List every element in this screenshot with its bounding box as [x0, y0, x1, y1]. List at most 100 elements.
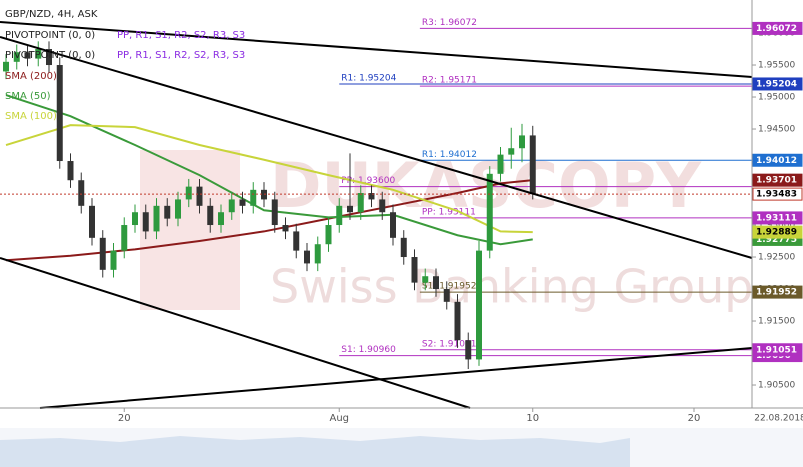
candle-body: [293, 231, 300, 251]
pivot-label: R1: 1.95204: [341, 73, 396, 83]
legend-sma: SMA (100): [5, 111, 57, 122]
candle-body: [142, 212, 149, 232]
trendlines: [0, 21, 753, 409]
candle-body: [325, 225, 332, 245]
candle-body: [282, 225, 289, 232]
legend-indicator: PIVOTPOINT (0, 0): [5, 50, 95, 61]
price-tag: [752, 187, 803, 201]
legend-sma: SMA (50): [5, 91, 51, 102]
candle-body: [314, 244, 321, 264]
price-tag: [752, 211, 803, 225]
axes: 1.905001.910001.915001.920001.925001.930…: [118, 21, 803, 424]
plot: R1: 1.95204 PP: 1.93600 S1: 1.90960 R3: 1.9…: [0, 18, 752, 370]
candle-body: [476, 250, 482, 360]
candle-body: [357, 193, 364, 213]
price-tag: [752, 225, 803, 239]
price-axis: [752, 0, 803, 408]
price-tag: [752, 343, 803, 357]
candle-body: [89, 205, 95, 238]
candle-body: [3, 61, 9, 72]
candle-body: [110, 250, 117, 270]
legend-items: PP, R1, S1, R2, S2, R3, S3: [117, 50, 245, 61]
candle-body: [519, 135, 525, 149]
y-tick-label: 1.94500: [758, 125, 795, 135]
candle-body: [46, 49, 52, 66]
legend-items: PP, R1, S1, R2, S2, R3, S3: [117, 30, 245, 41]
y-tick-label: 1.95000: [758, 93, 795, 103]
candle-body: [35, 49, 42, 59]
watermark: DUKASCOPY Swiss Banking Group: [140, 149, 754, 314]
legend: GBP/NZD, 4H, ASK PIVOTPOINT (0, 0) PP, R…: [5, 9, 245, 122]
navigator: 22.08.2018: [0, 414, 803, 467]
pivot-label: S1: 1.90960: [341, 345, 396, 355]
pivot-label: R1: 1.94012: [422, 150, 477, 160]
candle-body: [454, 301, 461, 341]
y-tick-label: 1.95500: [758, 61, 795, 71]
price-tag-label: 1.91952: [756, 288, 797, 298]
candle-body: [153, 205, 160, 232]
date-label: 22.08.2018: [754, 414, 803, 424]
price-tag-label: 1.95204: [756, 79, 797, 89]
candle-body: [78, 180, 85, 206]
candle-body: [228, 199, 235, 213]
sma-line: [5, 124, 533, 234]
candle-body: [433, 276, 439, 290]
y-tick-label: 1.90500: [758, 381, 795, 391]
pivot-label: R2: 1.95171: [422, 76, 477, 86]
price-tag-label: 1.93483: [756, 190, 797, 200]
candle-body: [379, 199, 386, 213]
candle-body: [422, 276, 429, 283]
price-tag: [752, 21, 803, 35]
sma-line: [5, 94, 533, 246]
trendline: [0, 257, 471, 409]
price-tag: [752, 285, 803, 299]
candle-body: [400, 237, 407, 258]
navigator-area: [0, 436, 630, 467]
candle-body: [185, 186, 192, 200]
watermark-subtext: Swiss Banking Group: [270, 260, 754, 314]
pivot-label: S2: 1.91051: [422, 339, 477, 349]
pivot-label: PP: 1.93111: [422, 207, 476, 217]
candle-body: [271, 199, 278, 226]
price-tag-label: 1.93111: [756, 213, 797, 223]
price-tag: [752, 153, 803, 167]
pivot-label: PP: 1.93600: [341, 176, 395, 186]
candle-body: [443, 289, 450, 302]
price-tag: [752, 77, 803, 91]
candle-body: [218, 212, 224, 226]
candle-body: [368, 193, 375, 200]
y-tick-label: 1.92500: [758, 253, 795, 263]
price-tag-label: 1.93701: [756, 176, 797, 186]
x-tick-label: Aug: [329, 413, 349, 424]
x-tick-label: 20: [688, 413, 701, 424]
candle-body: [497, 154, 504, 174]
candle-body: [390, 212, 396, 238]
candle-body: [24, 52, 31, 59]
price-tag-label: 1.96072: [756, 24, 797, 34]
candle-body: [239, 199, 246, 206]
candle-body: [465, 340, 472, 360]
candle-body: [56, 65, 63, 162]
y-tick-label: 1.93000: [758, 221, 795, 231]
candle-body: [347, 205, 353, 213]
price-tag-label: 1.92889: [756, 228, 797, 238]
candle-body: [250, 189, 257, 206]
trendline: [0, 21, 753, 78]
pivot-label: S1: 1.91952: [422, 282, 477, 292]
candle-body: [486, 173, 493, 251]
y-tick-label: 1.91500: [758, 317, 795, 327]
legend-title: GBP/NZD, 4H, ASK: [5, 9, 98, 20]
x-tick-label: 20: [118, 413, 131, 424]
candle-body: [132, 212, 138, 226]
trendline: [0, 36, 753, 259]
candle-body: [508, 148, 515, 155]
price-tag-label: 1.94012: [756, 156, 797, 166]
price-tag-label: 1.92775: [756, 235, 797, 245]
candle-body: [304, 250, 310, 264]
x-tick-label: 10: [526, 413, 539, 424]
candle-body: [196, 186, 203, 206]
candle-body: [99, 237, 106, 270]
candle-body: [175, 199, 181, 219]
